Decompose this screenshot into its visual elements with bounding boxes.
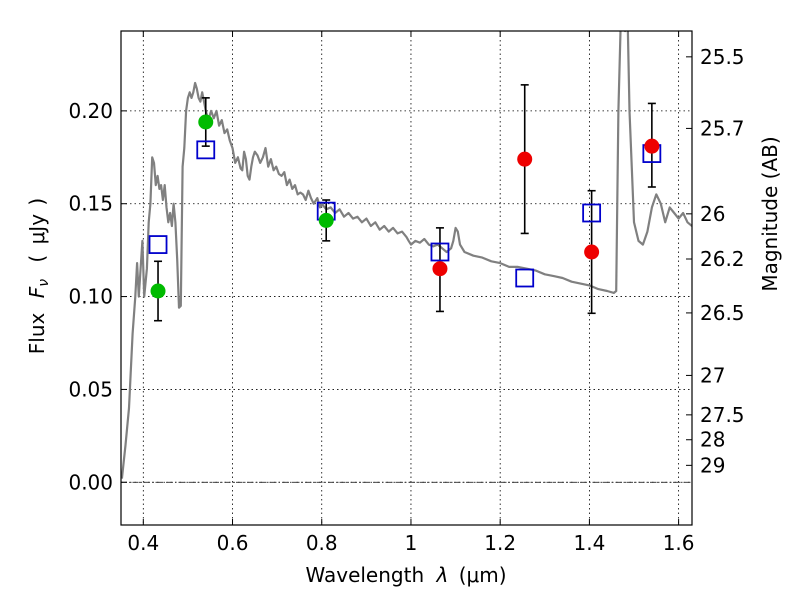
- axis-layer: 0.4 0.6 0.8 1 1.2 1.4 1.6 0.00 0.05 0.10 0.15 0.20 2…: [68, 30, 745, 555]
- y-axis-label: Flux Fν ( μJy ): [25, 198, 53, 354]
- magnitude-tick-label: 26.2: [700, 247, 745, 271]
- x-tick-label: 1: [405, 531, 418, 555]
- model-photometry-square: [196, 140, 216, 160]
- y-tick-label: 0.00: [68, 470, 113, 494]
- x-tick-label: 1.2: [484, 531, 516, 555]
- marker-layer: [148, 114, 662, 299]
- spectrum-line: [121, 31, 692, 479]
- x-tick-label: 0.6: [217, 531, 249, 555]
- data-point: [432, 261, 448, 277]
- magnitude-tick-label: 29: [700, 453, 725, 477]
- errorbar-layer: [154, 84, 656, 322]
- data-point: [644, 138, 660, 154]
- data-point: [198, 114, 214, 130]
- grid-layer: [121, 31, 692, 525]
- model-photometry-square: [148, 235, 168, 254]
- magnitude-tick-label: 27: [700, 363, 725, 387]
- model-photometry-square: [430, 242, 450, 262]
- y-tick-label: 0.15: [68, 192, 113, 216]
- magnitude-tick-label: 28: [700, 428, 725, 452]
- x-tick-label: 0.4: [127, 531, 159, 555]
- data-point: [318, 212, 334, 228]
- model-photometry-square: [515, 268, 535, 288]
- magnitude-tick-label: 27.5: [700, 403, 745, 427]
- magnitude-tick-label: 26: [700, 202, 725, 226]
- data-point: [584, 244, 600, 260]
- data-point: [150, 283, 166, 299]
- x-tick-label: 1.4: [573, 531, 605, 555]
- y-tick-label: 0.20: [68, 99, 113, 123]
- x-axis-label: Wavelength λ (μm): [305, 563, 506, 587]
- spectrum-layer: [121, 31, 692, 479]
- magnitude-tick-label: 25.7: [700, 116, 745, 140]
- y2-axis-label: Magnitude (AB): [758, 136, 782, 291]
- magnitude-tick-label: 26.5: [700, 301, 745, 325]
- x-tick-label: 0.8: [306, 531, 338, 555]
- model-photometry-square: [582, 203, 602, 223]
- data-point: [517, 151, 533, 167]
- plot-frame: [120, 30, 693, 526]
- y-tick-label: 0.05: [68, 377, 113, 401]
- x-tick-label: 1.6: [663, 531, 695, 555]
- y-tick-label: 0.10: [68, 285, 113, 309]
- magnitude-tick-label: 25.5: [700, 45, 745, 69]
